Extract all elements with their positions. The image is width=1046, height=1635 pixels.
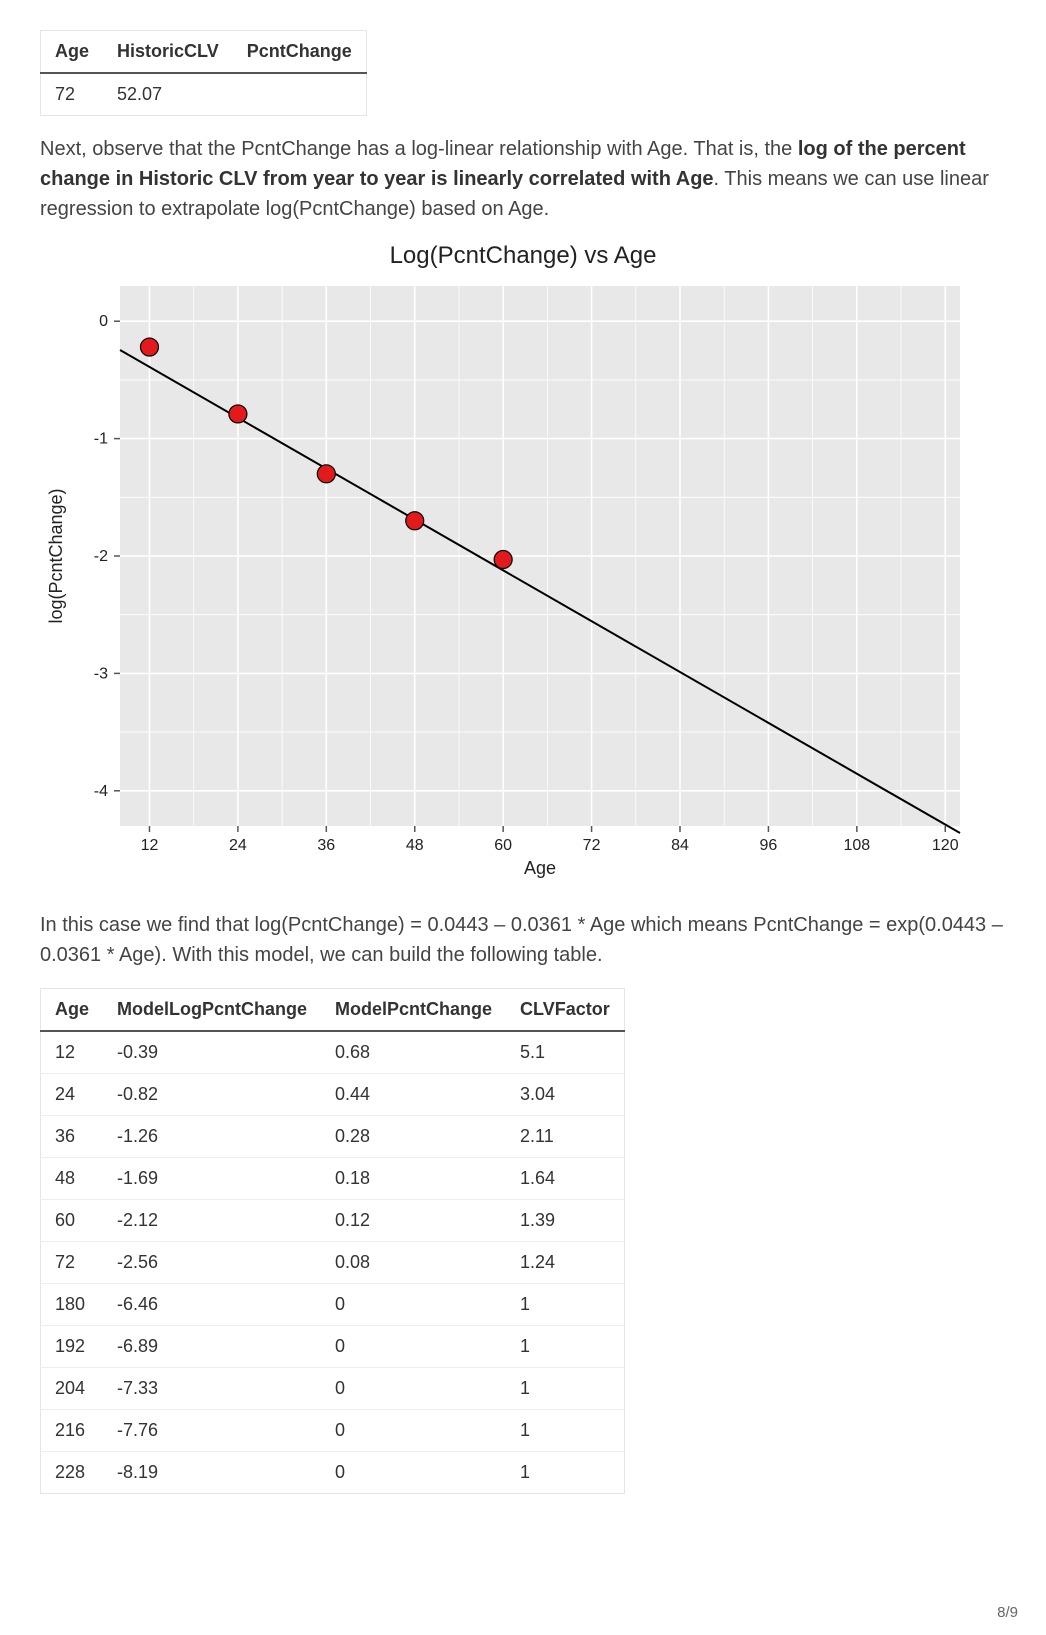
table-cell: 12 (41, 1031, 104, 1074)
chart-container: Log(PcntChange) vs Age 12243648607284961… (40, 242, 1006, 892)
table-cell: 0 (321, 1452, 506, 1494)
table-row: 180-6.4601 (41, 1284, 625, 1326)
svg-text:0: 0 (99, 313, 108, 330)
table-cell: 1.24 (506, 1242, 624, 1284)
table-cell: 1 (506, 1452, 624, 1494)
svg-text:24: 24 (229, 837, 247, 854)
svg-text:36: 36 (317, 837, 335, 854)
column-header: ModelPcntChange (321, 989, 506, 1032)
column-header: CLVFactor (506, 989, 624, 1032)
column-header: HistoricCLV (103, 31, 233, 74)
table-cell: 0.08 (321, 1242, 506, 1284)
table-cell: 204 (41, 1368, 104, 1410)
table-cell: 36 (41, 1116, 104, 1158)
table-row: 24-0.820.443.04 (41, 1074, 625, 1116)
svg-text:-1: -1 (94, 431, 108, 448)
table-model: AgeModelLogPcntChangeModelPcntChangeCLVF… (40, 988, 625, 1494)
table-row: 60-2.120.121.39 (41, 1200, 625, 1242)
table-cell: 0 (321, 1410, 506, 1452)
svg-text:-3: -3 (94, 665, 108, 682)
table-cell: 192 (41, 1326, 104, 1368)
page-number: 8/9 (997, 1604, 1018, 1621)
scatter-chart: 12 24 36 48 60 72 84 96 108 120 0 -1 -2 -3 -4 Age log(Pc… (40, 276, 980, 886)
table-cell: 48 (41, 1158, 104, 1200)
svg-text:96: 96 (760, 837, 778, 854)
paragraph-model: In this case we find that log(PcntChange… (40, 910, 1006, 970)
table-row: 36-1.260.282.11 (41, 1116, 625, 1158)
table-cell: 1 (506, 1368, 624, 1410)
table-row: 48-1.690.181.64 (41, 1158, 625, 1200)
table-cell: -7.76 (103, 1410, 321, 1452)
column-header: ModelLogPcntChange (103, 989, 321, 1032)
paragraph-intro: Next, observe that the PcntChange has a … (40, 134, 1006, 224)
chart-title: Log(PcntChange) vs Age (40, 242, 1006, 270)
table-cell: -0.82 (103, 1074, 321, 1116)
table-row: 12-0.390.685.1 (41, 1031, 625, 1074)
svg-text:60: 60 (494, 837, 512, 854)
table-cell: -2.12 (103, 1200, 321, 1242)
column-header: Age (41, 989, 104, 1032)
table-cell: 60 (41, 1200, 104, 1242)
svg-text:12: 12 (141, 837, 159, 854)
table-cell: 0 (321, 1284, 506, 1326)
table-cell: 3.04 (506, 1074, 624, 1116)
table-cell: -6.46 (103, 1284, 321, 1326)
table-cell: 0.44 (321, 1074, 506, 1116)
table-cell: 1.64 (506, 1158, 624, 1200)
table-cell (233, 73, 367, 116)
table-cell: 0.68 (321, 1031, 506, 1074)
table-cell: -1.69 (103, 1158, 321, 1200)
table-cell: -1.26 (103, 1116, 321, 1158)
table-cell: 0 (321, 1326, 506, 1368)
table-cell: -2.56 (103, 1242, 321, 1284)
table-cell: 180 (41, 1284, 104, 1326)
svg-text:-2: -2 (94, 548, 108, 565)
table-row: 72-2.560.081.24 (41, 1242, 625, 1284)
svg-text:120: 120 (932, 837, 959, 854)
table-cell: -0.39 (103, 1031, 321, 1074)
table-cell: 0.18 (321, 1158, 506, 1200)
table-cell: 72 (41, 1242, 104, 1284)
svg-text:-4: -4 (94, 783, 108, 800)
table-cell: 1.39 (506, 1200, 624, 1242)
svg-text:84: 84 (671, 837, 689, 854)
table-row: 7252.07 (41, 73, 367, 116)
table-row: 228-8.1901 (41, 1452, 625, 1494)
table-cell: 5.1 (506, 1031, 624, 1074)
table-row: 216-7.7601 (41, 1410, 625, 1452)
table-cell: 0.12 (321, 1200, 506, 1242)
table-cell: 2.11 (506, 1116, 624, 1158)
table-row: 204-7.3301 (41, 1368, 625, 1410)
table-cell: 72 (41, 73, 104, 116)
table-cell: 0.28 (321, 1116, 506, 1158)
table-row: 192-6.8901 (41, 1326, 625, 1368)
column-header: Age (41, 31, 104, 74)
column-header: PcntChange (233, 31, 367, 74)
table-cell: -8.19 (103, 1452, 321, 1494)
svg-text:log(PcntChange): log(PcntChange) (46, 488, 66, 623)
svg-text:72: 72 (583, 837, 601, 854)
table-cell: 228 (41, 1452, 104, 1494)
table-cell: 1 (506, 1410, 624, 1452)
text: Next, observe that the PcntChange has a … (40, 138, 798, 160)
table-cell: 52.07 (103, 73, 233, 116)
svg-text:108: 108 (843, 837, 870, 854)
table-cell: 0 (321, 1368, 506, 1410)
table-cell: 1 (506, 1284, 624, 1326)
svg-text:Age: Age (524, 858, 556, 878)
table-cell: 24 (41, 1074, 104, 1116)
table-cell: -7.33 (103, 1368, 321, 1410)
svg-text:48: 48 (406, 837, 424, 854)
table-cell: -6.89 (103, 1326, 321, 1368)
table-cell: 216 (41, 1410, 104, 1452)
table-historic-clv: AgeHistoricCLVPcntChange 7252.07 (40, 30, 367, 116)
table-cell: 1 (506, 1326, 624, 1368)
